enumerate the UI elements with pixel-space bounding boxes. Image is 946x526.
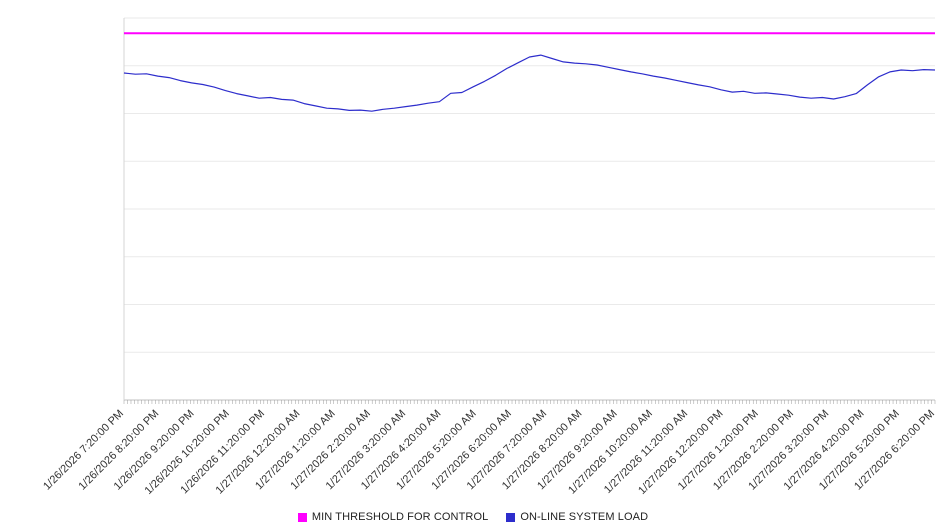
chart-plot-area: 1/26/2026 7:20:00 PM1/26/2026 8:20:00 PM… [41,17,937,497]
legend-label-system-load: ON-LINE SYSTEM LOAD [520,511,649,523]
legend-swatch-min-threshold-icon [297,512,307,522]
series-line [123,54,936,112]
legend-label-min-threshold: MIN THRESHOLD FOR CONTROL [311,511,489,523]
chart-legend: MIN THRESHOLD FOR CONTROL ON-LINE SYSTEM… [0,505,946,526]
legend-item-system-load[interactable]: ON-LINE SYSTEM LOAD [506,511,648,523]
legend-item-min-threshold[interactable]: MIN THRESHOLD FOR CONTROL [297,511,489,523]
legend-swatch-system-load-icon [506,512,516,522]
